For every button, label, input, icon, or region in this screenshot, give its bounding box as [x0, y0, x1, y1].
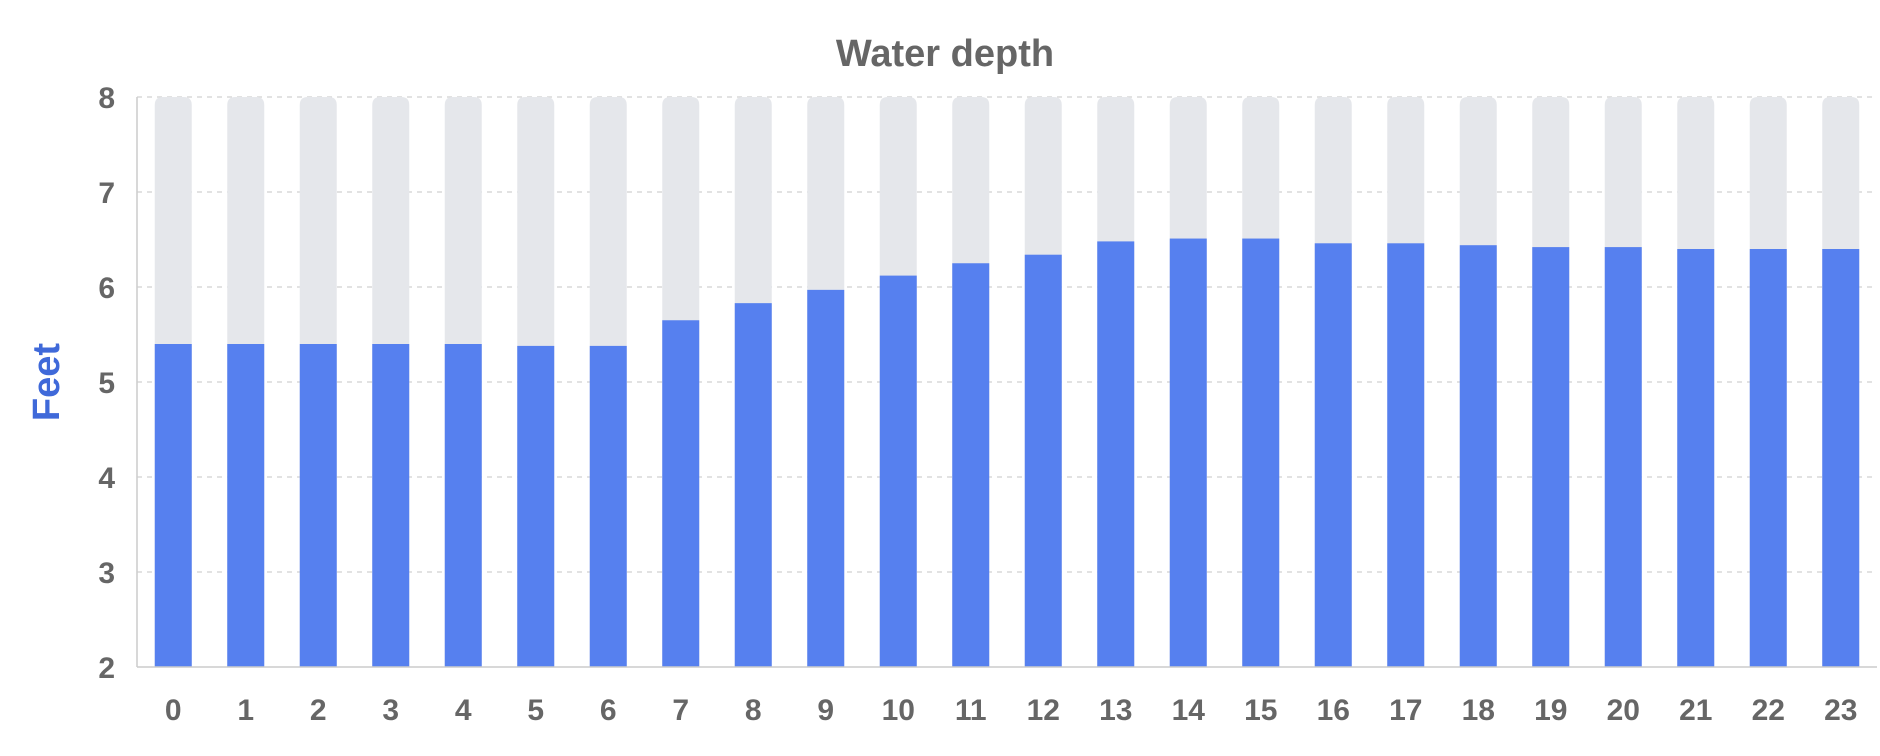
bar: [372, 344, 410, 667]
bar: [952, 263, 990, 667]
x-tick-label: 1: [237, 694, 254, 727]
y-tick-label: 8: [98, 82, 115, 115]
x-tick-label: 4: [455, 694, 472, 727]
bar: [589, 345, 627, 667]
x-tick-label: 3: [382, 694, 399, 727]
y-tick-label: 4: [98, 462, 115, 495]
x-tick-label: 6: [600, 694, 617, 727]
bar: [1387, 243, 1425, 668]
bar: [1822, 249, 1860, 667]
x-tick-label: 16: [1317, 694, 1350, 727]
y-tick-label: 5: [98, 367, 115, 400]
bar: [1604, 247, 1642, 667]
x-tick-label: 0: [165, 694, 182, 727]
x-tick-label: 2: [310, 694, 327, 727]
y-axis-label: Feet: [26, 343, 68, 421]
bar: [662, 320, 700, 667]
bars: [154, 97, 1860, 668]
bar: [154, 344, 192, 667]
x-tick-label: 23: [1824, 694, 1857, 727]
x-tick-label: 8: [745, 694, 762, 727]
bar: [517, 345, 555, 667]
bar: [1169, 238, 1207, 668]
x-tick-label: 5: [527, 694, 544, 727]
chart-title: Water depth: [836, 33, 1054, 75]
bar: [1314, 243, 1352, 668]
y-tick-label: 7: [98, 177, 115, 210]
gridlines: [137, 96, 1877, 573]
y-tick-label: 2: [98, 652, 115, 685]
bar: [444, 344, 482, 667]
x-tick-label: 9: [817, 694, 834, 727]
x-tick-label: 11: [955, 694, 987, 727]
x-tick-label: 14: [1172, 694, 1206, 727]
bar: [1677, 249, 1715, 667]
x-tick-label: 17: [1389, 694, 1422, 727]
bar: [734, 303, 772, 667]
bar: [1532, 247, 1570, 667]
x-tick-label: 22: [1752, 694, 1785, 727]
x-tick-label: 19: [1534, 694, 1567, 727]
bar: [1097, 241, 1135, 667]
y-axis-ticks: 2 3 4 5 6 7 8: [98, 82, 115, 685]
y-tick-label: 6: [98, 272, 115, 305]
bar: [1749, 249, 1787, 667]
bar: [879, 275, 917, 667]
x-axis-ticks: 0 1 2 3 4 5 6 7 8 9 10 11 12 13 14 15 16 17 18 19 20 21 22 23: [165, 694, 1858, 727]
y-tick-label: 3: [98, 557, 115, 590]
bar: [227, 344, 265, 667]
bar: [1459, 245, 1497, 667]
x-tick-label: 21: [1679, 694, 1712, 727]
x-tick-label: 10: [882, 694, 915, 727]
x-tick-label: 13: [1099, 694, 1132, 727]
bar: [807, 289, 845, 667]
x-tick-label: 12: [1027, 694, 1060, 727]
x-tick-label: 18: [1462, 694, 1495, 727]
x-tick-label: 20: [1607, 694, 1640, 727]
bar: [1242, 238, 1280, 668]
x-tick-label: 15: [1244, 694, 1277, 727]
bar: [1024, 254, 1062, 667]
x-tick-label: 7: [672, 694, 689, 727]
bar: [299, 344, 337, 667]
